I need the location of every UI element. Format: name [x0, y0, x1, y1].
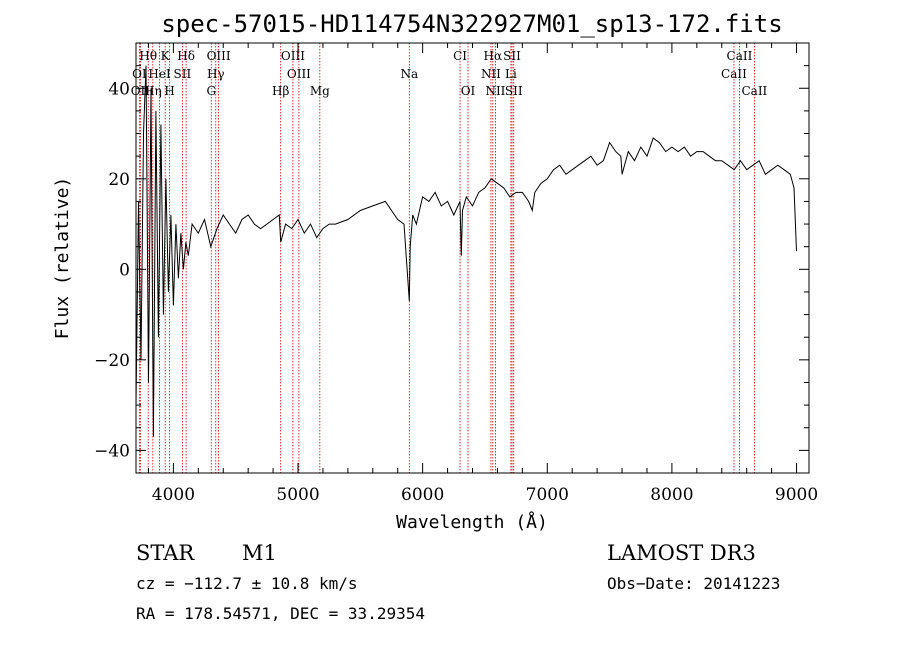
line-label-0: Hθ [139, 49, 157, 63]
line-label-12: Hγ [207, 67, 225, 81]
line-label-23: Mg [310, 84, 330, 98]
line-label-26: SII [505, 84, 523, 98]
chart-title: spec-57015-HD114754N322927M01_sp13-172.f… [161, 10, 782, 38]
line-label-27: CaII [741, 84, 767, 98]
line-label-6: Hα [484, 49, 503, 63]
y-tick-label-0: −40 [94, 441, 130, 461]
x-tick-label-5: 9000 [775, 485, 818, 505]
line-label-17: CaII [721, 67, 747, 81]
spectral-line-markers [138, 43, 755, 473]
spectrum-series-line [135, 65, 797, 437]
survey-name: LAMOST DR3 [607, 541, 756, 565]
x-axis-label: Wavelength (Å) [396, 511, 548, 533]
line-label-16: Li [505, 67, 517, 81]
line-label-22: Hβ [272, 84, 289, 98]
x-tick-label-4: 8000 [650, 485, 693, 505]
line-label-9: OI [132, 67, 147, 81]
line-label-10: HeI [148, 67, 171, 81]
object-class: STAR [136, 541, 195, 565]
line-label-24: OI [461, 84, 476, 98]
y-tick-label-2: 0 [119, 260, 130, 280]
coordinates: RA = 178.54571, DEC = 33.29354 [136, 604, 425, 623]
line-label-1: K [161, 49, 171, 63]
plot-frame [135, 42, 810, 474]
line-label-14: Na [400, 67, 418, 81]
line-label-5: CI [453, 49, 467, 63]
y-tick-label-1: −20 [94, 351, 130, 371]
observation-date: Obs−Date: 20141223 [607, 574, 780, 593]
line-label-13: OIII [287, 67, 311, 81]
redshift-cz: cz = −112.7 ± 10.8 km/s [136, 574, 358, 593]
line-label-11: SII [174, 67, 192, 81]
line-label-2: Hδ [177, 49, 195, 63]
line-label-4: OIII [281, 49, 305, 63]
x-axis: 4000 5000 6000 7000 8000 9000 [147, 43, 818, 505]
line-label-21: G [206, 84, 216, 98]
x-tick-label-2: 6000 [401, 485, 444, 505]
line-label-19: Hη [144, 84, 162, 98]
line-label-8: CaII [727, 49, 753, 63]
y-axis: −40 −20 0 20 40 [94, 65, 809, 461]
y-axis-label: Flux (relative) [52, 177, 73, 340]
y-tick-label-4: 40 [108, 79, 130, 99]
y-tick-label-3: 20 [108, 170, 130, 190]
line-label-15: NII [481, 67, 501, 81]
object-subclass: M1 [242, 541, 277, 565]
line-label-20: H [164, 84, 174, 98]
line-label-7: SII [503, 49, 521, 63]
x-tick-label-0: 4000 [152, 485, 195, 505]
x-tick-label-1: 5000 [276, 485, 319, 505]
x-tick-label-3: 7000 [526, 485, 569, 505]
line-label-25: NII [485, 84, 505, 98]
line-label-3: OIII [207, 49, 231, 63]
